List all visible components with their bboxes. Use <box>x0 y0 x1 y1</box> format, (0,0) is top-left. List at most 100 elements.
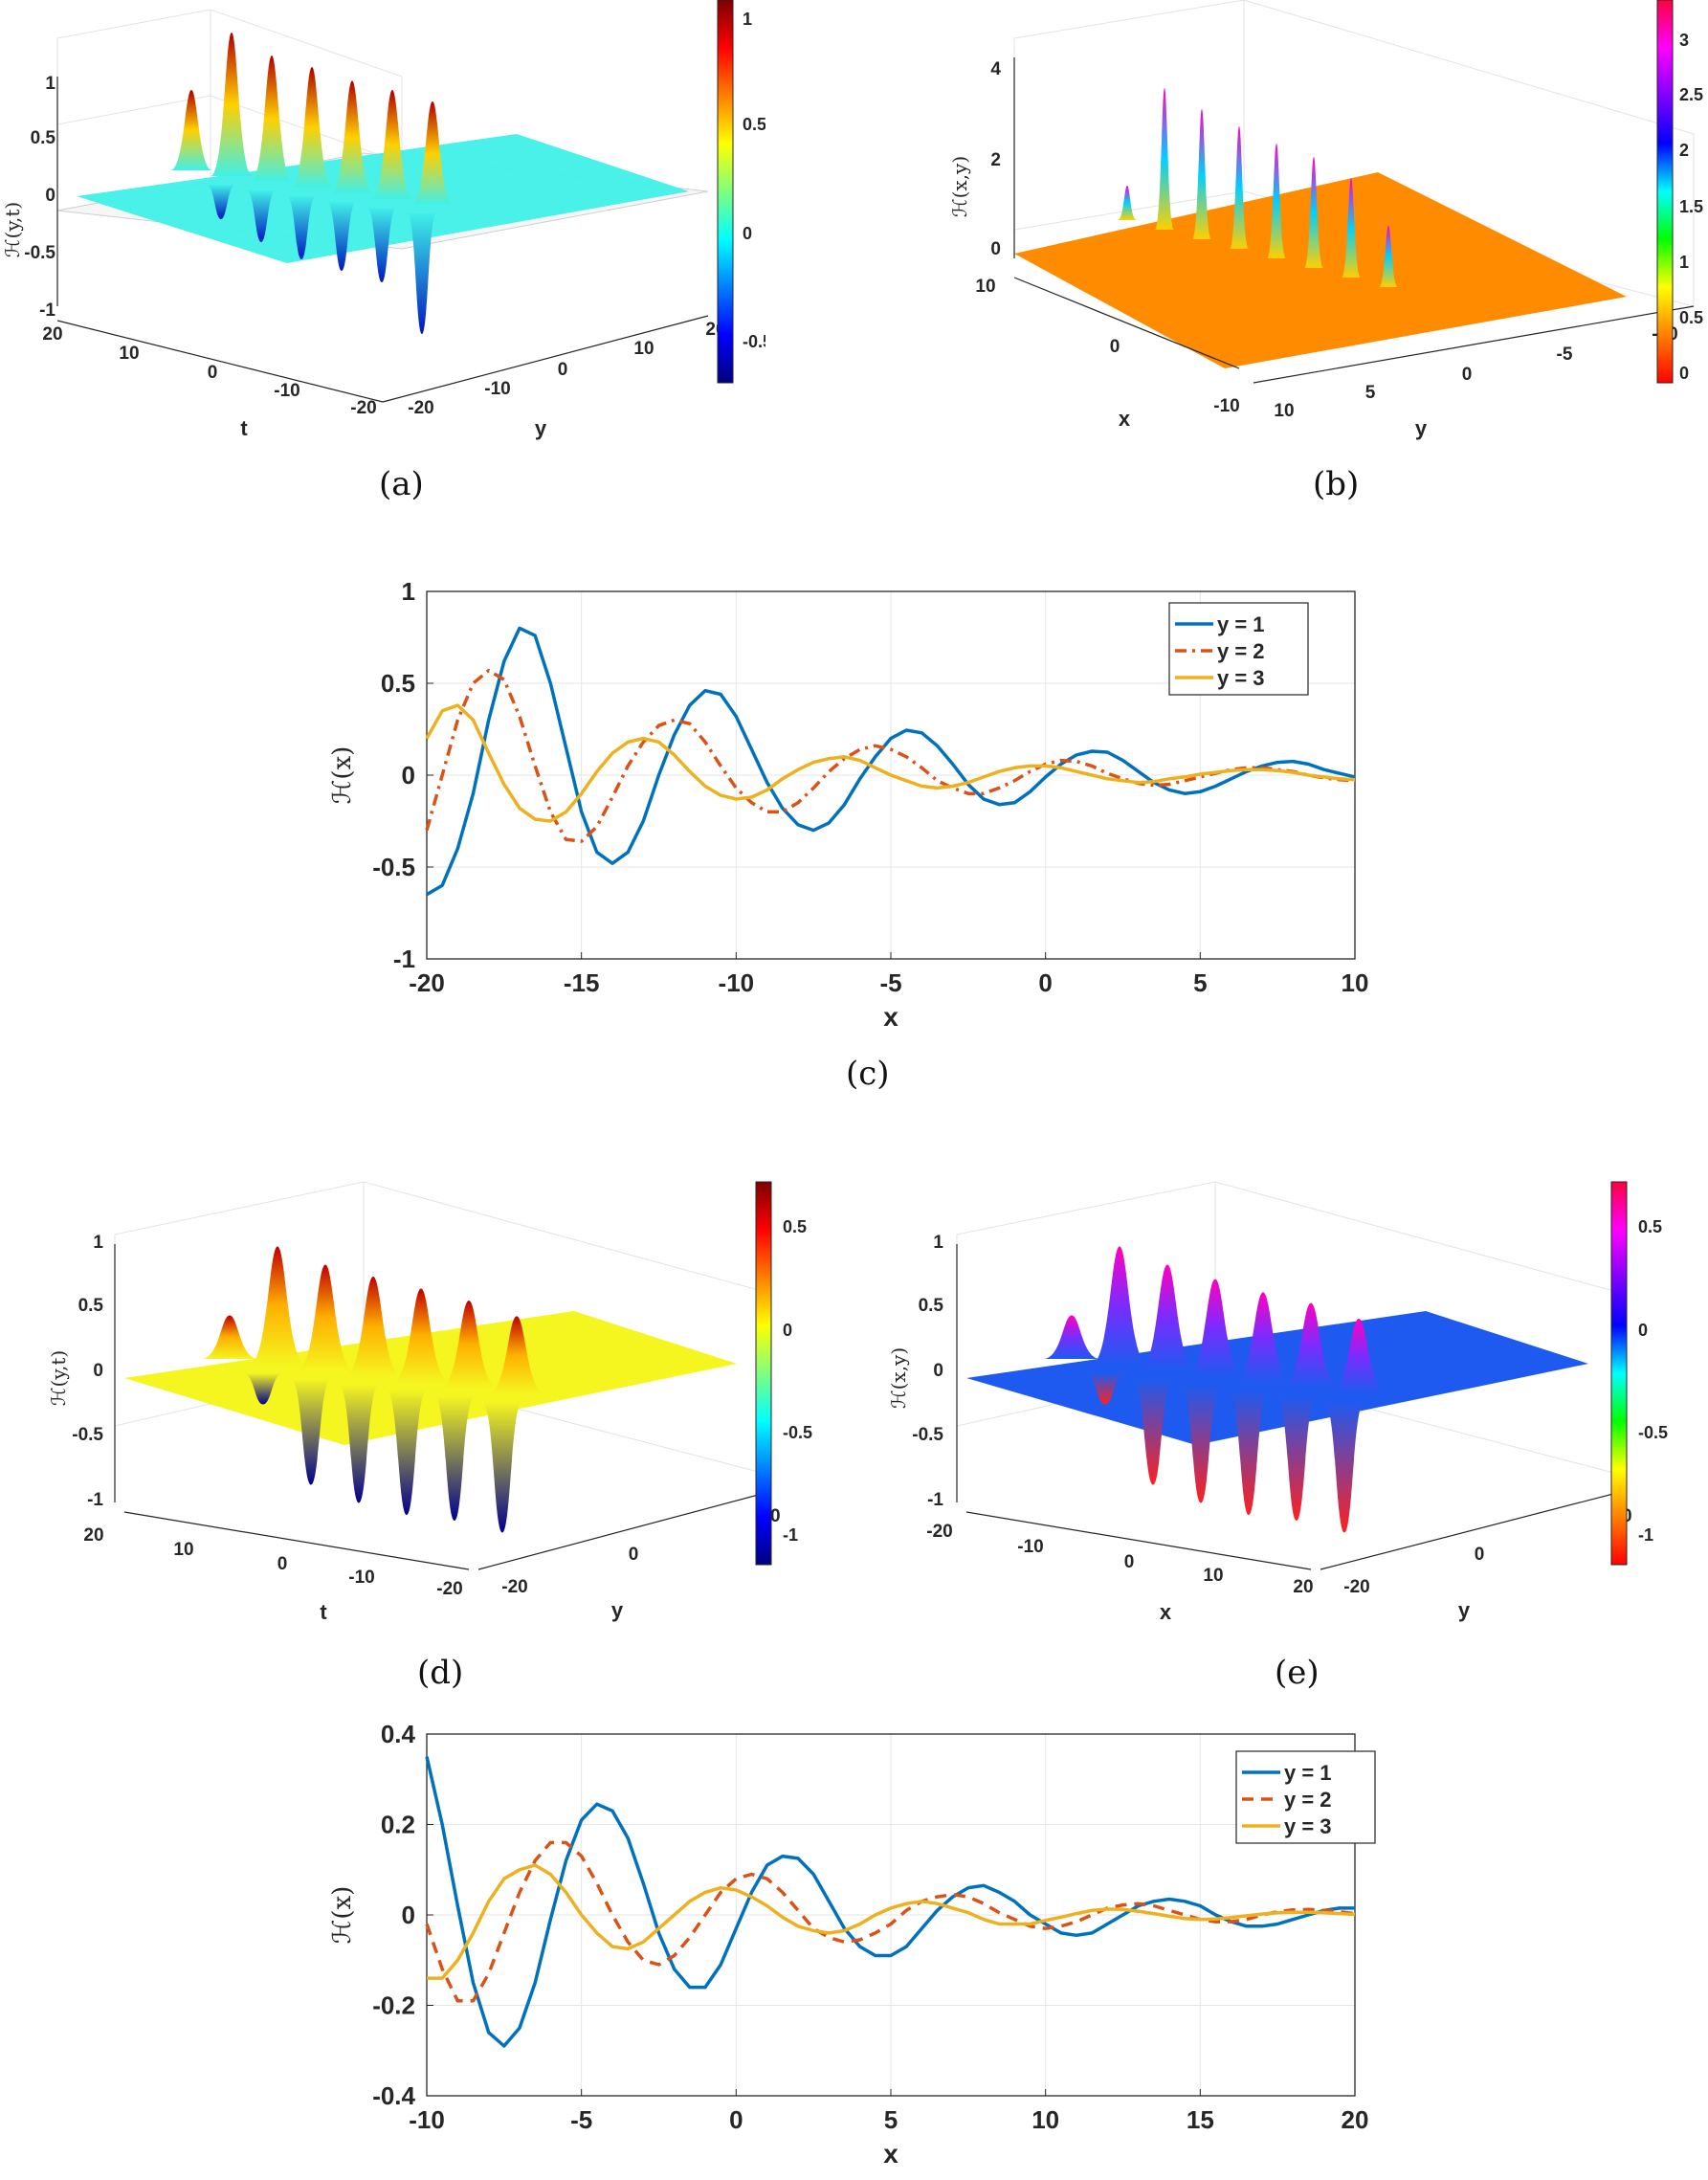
legend-label: y = 2 <box>1284 1788 1332 1812</box>
z-tick: 0 <box>933 1361 943 1381</box>
series-line-y=1 <box>425 1756 1355 2048</box>
surface-peak <box>1234 1292 1292 1382</box>
surface-waves-e <box>1043 1246 1387 1533</box>
legend-label: y = 3 <box>1284 1814 1332 1838</box>
y-axis-label: y <box>535 416 547 440</box>
legend-box <box>1235 1750 1376 1844</box>
x-tick: 0 <box>1110 337 1120 357</box>
colorbar-tick: 0.5 <box>1638 1217 1662 1236</box>
surface-peak <box>371 90 413 199</box>
surface-trough <box>1085 1373 1125 1405</box>
colorbar-tick: 1.5 <box>1679 197 1703 216</box>
colorbar-tick: -1 <box>1638 1525 1653 1545</box>
x-tick-label: -5 <box>879 968 901 997</box>
colorbar-gradient <box>717 0 734 384</box>
surface-trough <box>243 1373 283 1405</box>
colorbar-tick: 0.5 <box>743 115 765 134</box>
colorbar-tick: 0.5 <box>1679 308 1703 327</box>
surface-peak <box>291 67 333 188</box>
legend-label: y = 1 <box>1284 1761 1332 1785</box>
y-tick: -20 <box>1343 1577 1369 1597</box>
z-axis-label: ℋ(y,t) <box>47 1350 70 1406</box>
legend-label: y = 3 <box>1217 666 1265 690</box>
surface-trough <box>1181 1385 1221 1503</box>
caption-d: (d) <box>417 1654 464 1692</box>
series-line-y=1 <box>426 626 1356 897</box>
x-tick: 10 <box>1203 1566 1223 1586</box>
x-tick: -10 <box>1017 1537 1043 1557</box>
z-tick: 0.5 <box>31 128 56 148</box>
colorbar-tick: 2.5 <box>1679 85 1703 104</box>
surface-peak <box>1118 186 1137 220</box>
z-tick: 1 <box>933 1233 943 1253</box>
surface-waves-d <box>201 1246 545 1533</box>
surface-peak <box>1230 126 1249 249</box>
x-axis-label: x <box>1160 1600 1172 1624</box>
y-tick-label: 0.5 <box>381 669 415 698</box>
x-tick: 0 <box>1124 1552 1135 1572</box>
surface-peak <box>1267 144 1286 258</box>
surface-peak <box>1192 109 1211 239</box>
z-axis-label: ℋ(x,y) <box>948 156 971 217</box>
t-tick: 20 <box>42 324 62 345</box>
surface-waves-b <box>1118 88 1398 287</box>
z-axis-label: ℋ(y,t) <box>1 202 24 257</box>
y-axis-label: ℋ(x) <box>328 746 357 805</box>
surface-peak <box>1330 1319 1387 1393</box>
surface-peak <box>251 56 293 182</box>
x-tick-label: -10 <box>409 2105 445 2134</box>
surface-peak <box>1342 178 1361 278</box>
surface-peak <box>1187 1279 1244 1376</box>
colorbar-tick: 0 <box>743 224 752 243</box>
surface-peak <box>297 1264 354 1370</box>
surface-plot-e: 1 0.5 0 -0.5 -1 ℋ(x,y) -20 -10 0 10 20 x… <box>890 1181 1668 1624</box>
surface-peak <box>1155 88 1174 230</box>
colorbar-a <box>717 0 734 384</box>
x-axis-label: x <box>883 2139 898 2169</box>
z-tick: 1 <box>93 1233 103 1253</box>
caption-b: (b) <box>1313 465 1360 503</box>
surface-trough <box>407 213 437 334</box>
surface-peak <box>170 90 212 170</box>
x-tick-label: 0 <box>729 2105 743 2134</box>
y-tick: -20 <box>501 1577 527 1597</box>
x-tick-label: 20 <box>1342 2105 1369 2134</box>
t-axis-label: t <box>240 416 248 440</box>
surface-trough <box>291 1379 331 1485</box>
surface-trough <box>286 196 317 259</box>
surface-peak <box>201 1315 258 1359</box>
z-tick: -1 <box>39 300 55 321</box>
surface-trough <box>482 1402 522 1533</box>
colorbar-gradient <box>1610 1181 1628 1566</box>
t-axis-label: t <box>320 1600 327 1624</box>
legend-label: y = 1 <box>1217 612 1265 636</box>
t-tick: 10 <box>173 1540 193 1560</box>
surface-trough <box>1276 1396 1317 1521</box>
t-tick: 20 <box>83 1525 103 1546</box>
colorbar-tick: -0.5 <box>743 332 765 351</box>
caption-a: (a) <box>379 465 424 503</box>
surface-peak <box>344 1277 402 1376</box>
surface-peak <box>392 1288 450 1382</box>
x-tick-label: 0 <box>1038 968 1052 997</box>
surface-trough <box>366 208 397 282</box>
y-axis-label: y <box>611 1598 624 1622</box>
x-axis-label: x <box>1119 407 1131 431</box>
x-axis-label: x <box>883 1002 898 1032</box>
surface-trough <box>326 202 357 271</box>
surface-peak <box>331 80 373 193</box>
y-tick: 0 <box>629 1545 639 1565</box>
x-tick: -10 <box>1213 396 1239 416</box>
z-tick: 2 <box>990 150 1001 170</box>
z-tick: -0.5 <box>912 1425 943 1445</box>
colorbar-gradient <box>755 1181 772 1566</box>
z-tick: 1 <box>45 74 55 94</box>
x-tick-label: -20 <box>409 968 445 997</box>
t-tick: -10 <box>348 1568 374 1588</box>
surface-trough <box>1324 1402 1364 1533</box>
colorbar-tick: 0.5 <box>783 1217 807 1236</box>
colorbar-tick: 3 <box>1679 31 1689 50</box>
colorbar-e <box>1610 1181 1628 1566</box>
y-tick-label: -1 <box>393 945 415 973</box>
y-tick: 0 <box>1475 1545 1485 1565</box>
